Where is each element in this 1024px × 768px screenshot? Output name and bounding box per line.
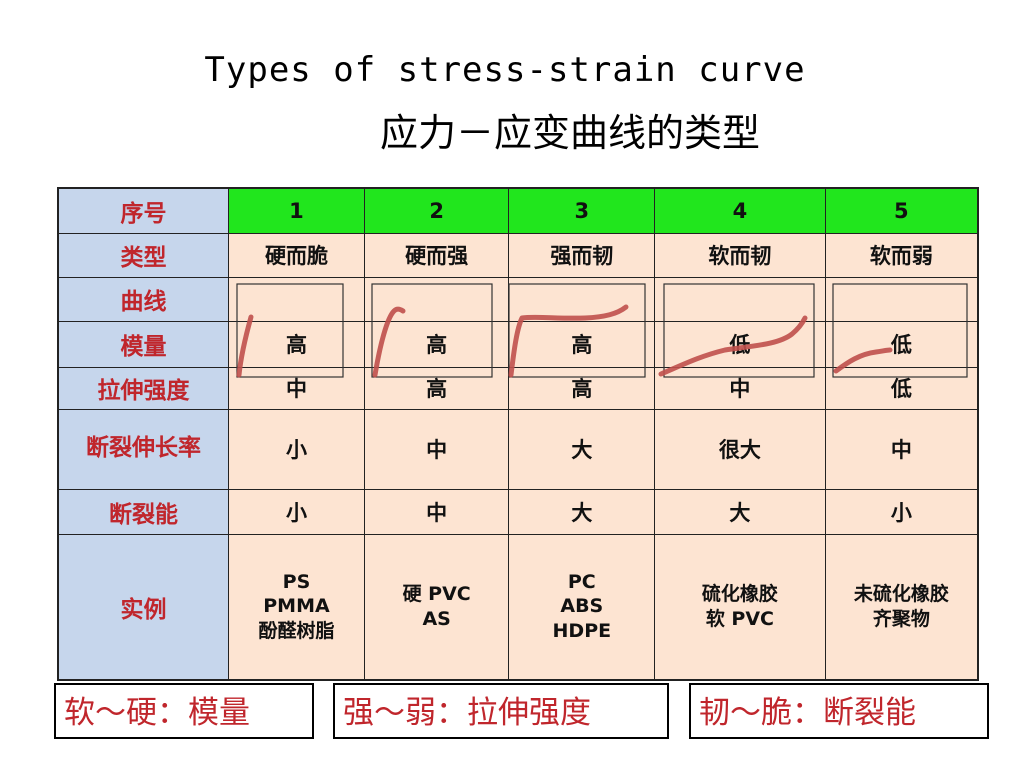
curve-cell-1 [228,276,365,322]
col-number-1: 1 [228,187,365,234]
legend-box-modulus: 软～硬：模量 [54,683,314,739]
legend-box-tensile-strength: 强～弱：拉伸强度 [333,683,669,739]
row-modulus: 模量 高 高 高 低 低 [57,320,979,368]
type-cell-4: 软而韧 [654,232,826,278]
curve-cell-5 [824,276,979,322]
example-cell-5: 未硫化橡胶 齐聚物 [824,533,979,681]
modulus-cell-3: 高 [508,320,656,368]
fracture-cell-3: 大 [508,488,656,535]
modulus-cell-2: 高 [363,320,510,368]
stress-strain-table: 序号 1 2 3 4 5 类型 硬而脆 硬而强 强而韧 软而韧 软而弱 曲线 模… [57,187,979,681]
example-line: ABS [560,595,604,618]
col-number-4: 4 [654,187,826,234]
example-line: 齐聚物 [872,607,930,630]
example-cell-2: 硬 PVC AS [363,533,510,681]
example-line: 软 PVC [705,607,775,630]
row-examples: 实例 PS PMMA 酚醛树脂 硬 PVC AS PC ABS HDPE 硫化橡… [57,533,979,681]
modulus-cell-1: 高 [228,320,365,368]
tensile-cell-2: 高 [363,366,510,410]
type-cell-3: 强而韧 [508,232,656,278]
tensile-cell-4: 中 [654,366,826,410]
fracture-cell-1: 小 [228,488,365,535]
modulus-cell-4: 低 [654,320,826,368]
example-line: AS [422,607,451,630]
elongation-cell-1: 小 [228,408,365,490]
row-label-index: 序号 [57,187,230,234]
elongation-cell-4: 很大 [654,408,826,490]
legend-box-fracture-energy: 韧～脆：断裂能 [689,683,989,739]
fracture-cell-2: 中 [363,488,510,535]
tensile-cell-1: 中 [228,366,365,410]
row-label-curve: 曲线 [57,276,230,322]
row-fracture-energy: 断裂能 小 中 大 大 小 [57,488,979,535]
fracture-cell-4: 大 [654,488,826,535]
example-line: 硫化橡胶 [701,583,778,606]
row-tensile-strength: 拉伸强度 中 高 高 中 低 [57,366,979,410]
type-cell-2: 硬而强 [363,232,510,278]
example-line: HDPE [552,620,612,643]
elongation-cell-5: 中 [824,408,979,490]
tensile-cell-3: 高 [508,366,656,410]
example-line: PS [282,570,311,593]
row-elongation: 断裂伸长率 小 中 大 很大 中 [57,408,979,490]
row-label-examples: 实例 [57,533,230,681]
col-number-3: 3 [508,187,656,234]
row-label-type: 类型 [57,232,230,278]
row-label-tensile-strength: 拉伸强度 [57,366,230,410]
tensile-cell-5: 低 [824,366,979,410]
example-cell-3: PC ABS HDPE [508,533,656,681]
example-line: 硬 PVC [402,583,471,606]
title-english: Types of stress-strain curve [204,50,806,90]
col-number-5: 5 [824,187,979,234]
row-type: 类型 硬而脆 硬而强 强而韧 软而韧 软而弱 [57,232,979,278]
row-index: 序号 1 2 3 4 5 [57,187,979,234]
modulus-cell-5: 低 [824,320,979,368]
row-label-modulus: 模量 [57,320,230,368]
elongation-cell-3: 大 [508,408,656,490]
example-cell-4: 硫化橡胶 软 PVC [654,533,826,681]
curve-cell-3 [508,276,656,322]
fracture-cell-5: 小 [824,488,979,535]
elongation-cell-2: 中 [363,408,510,490]
type-cell-1: 硬而脆 [228,232,365,278]
example-line: 未硫化橡胶 [853,583,949,606]
curve-cell-2 [363,276,510,322]
title-chinese: 应力－应变曲线的类型 [380,111,761,155]
type-cell-5: 软而弱 [824,232,979,278]
curve-cell-4 [654,276,826,322]
example-line: PC [567,570,596,593]
example-line: PMMA [263,595,330,618]
example-line: 酚醛树脂 [258,620,335,643]
row-label-elongation: 断裂伸长率 [57,408,230,490]
col-number-2: 2 [363,187,510,234]
row-curve: 曲线 [57,276,979,322]
row-label-fracture-energy: 断裂能 [57,488,230,535]
example-cell-1: PS PMMA 酚醛树脂 [228,533,365,681]
